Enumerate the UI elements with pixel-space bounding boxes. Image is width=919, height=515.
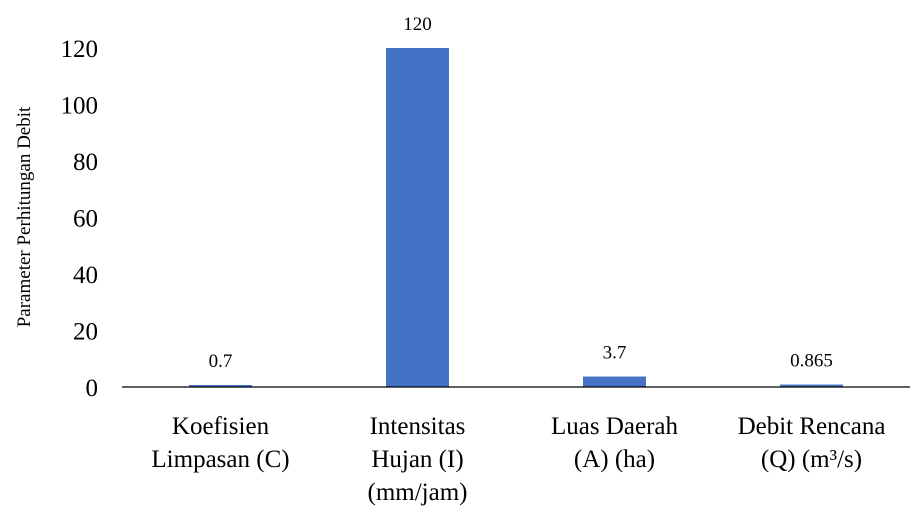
y-axis-ticks: 0 20 40 60 80 100 120	[61, 36, 99, 402]
y-tick-label: 60	[73, 206, 98, 233]
y-tick-label: 20	[73, 319, 98, 346]
y-axis-title: Parameter Perhitungan Debit	[14, 106, 35, 327]
y-tick-label: 0	[86, 375, 99, 402]
y-tick-label: 100	[61, 93, 99, 120]
data-label: 0.7	[209, 351, 233, 372]
bar	[583, 376, 646, 387]
category-label: Koefisien Limpasan (C)	[151, 413, 289, 473]
data-label: 3.7	[603, 343, 627, 364]
bar	[780, 384, 843, 387]
bar	[189, 385, 252, 387]
bars	[189, 48, 843, 387]
category-label: Luas Daerah (A) (ha)	[551, 413, 679, 473]
y-tick-label: 40	[73, 262, 98, 289]
category-label: Intensitas Hujan (I) (mm/jam)	[368, 413, 468, 506]
data-label: 0.865	[790, 351, 833, 372]
category-labels: Koefisien Limpasan (C) Intensitas Hujan (I)…	[151, 413, 885, 506]
y-tick-label: 120	[61, 36, 99, 63]
category-label: Debit Rencana (Q) (m³/s)	[738, 413, 886, 473]
data-labels: 0.7 120 3.7 0.865	[209, 14, 833, 372]
data-label: 120	[403, 14, 432, 35]
y-tick-label: 80	[73, 149, 98, 176]
bar	[386, 48, 449, 387]
